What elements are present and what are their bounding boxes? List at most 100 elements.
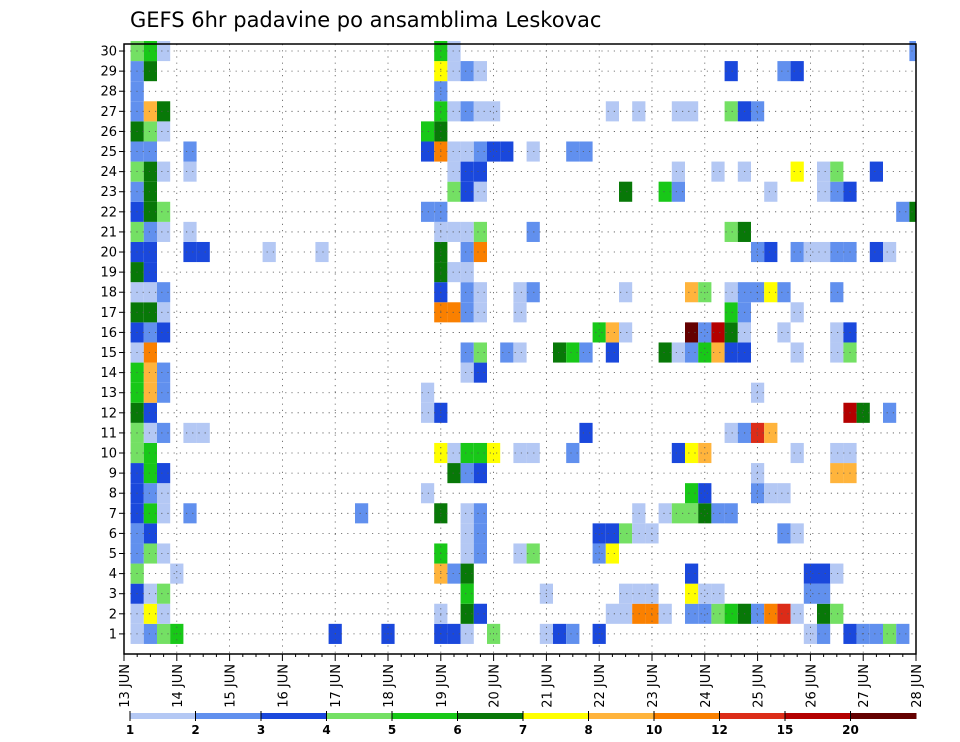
heatmap-cell	[817, 583, 831, 604]
y-tick-label: 13	[100, 386, 117, 401]
heatmap-cell	[698, 483, 712, 504]
y-tick-label: 19	[100, 266, 117, 281]
heatmap-cell	[157, 101, 171, 122]
heatmap-cell	[513, 442, 527, 464]
heatmap-cell	[143, 583, 157, 604]
heatmap-cell	[790, 61, 804, 82]
heatmap-cell	[143, 221, 157, 242]
heatmap-cell	[157, 543, 171, 564]
heatmap-cell	[473, 523, 487, 544]
heatmap-cell	[447, 181, 461, 202]
colorbar-swatch	[523, 713, 589, 719]
heatmap-cell	[157, 121, 171, 142]
heatmap-cell	[143, 121, 157, 142]
heatmap-cell	[724, 61, 738, 82]
heatmap-cell	[157, 362, 171, 383]
heatmap-cells	[130, 40, 916, 644]
heatmap-cell	[777, 61, 791, 82]
heatmap-cell	[671, 101, 685, 122]
heatmap-cell	[143, 161, 157, 182]
heatmap-cell	[698, 603, 712, 624]
heatmap-cell	[447, 262, 461, 283]
colorbar-swatch	[588, 713, 655, 719]
heatmap-cell	[605, 543, 619, 564]
heatmap-cell	[513, 342, 527, 363]
heatmap-cell	[143, 382, 157, 403]
heatmap-cell	[698, 583, 712, 604]
x-tick-label: 22 JUN	[593, 664, 608, 708]
heatmap-cell	[724, 503, 738, 524]
colorbar-label: 4	[322, 723, 330, 737]
y-tick-label: 24	[100, 165, 117, 180]
x-tick-label: 14 JUN	[171, 664, 186, 708]
heatmap-cell	[711, 503, 725, 524]
heatmap-cell	[685, 442, 699, 464]
heatmap-cell	[143, 40, 157, 62]
heatmap-cell	[526, 442, 540, 464]
heatmap-cell	[157, 422, 171, 443]
y-tick-label: 9	[109, 467, 117, 482]
x-tick-label: 18 JUN	[382, 664, 397, 708]
heatmap-cell	[685, 603, 699, 624]
heatmap-cell	[711, 322, 725, 343]
colorbar-swatch	[850, 713, 917, 719]
heatmap-cell	[619, 603, 633, 624]
heatmap-cell	[447, 463, 461, 484]
y-tick-label: 30	[100, 45, 117, 60]
heatmap-cell	[817, 181, 831, 202]
heatmap-cell	[460, 563, 474, 584]
heatmap-cell	[698, 322, 712, 343]
heatmap-cell	[803, 241, 817, 263]
heatmap-cell	[447, 221, 461, 242]
heatmap-cell	[473, 503, 487, 524]
heatmap-cell	[143, 101, 157, 122]
y-tick-label: 10	[100, 447, 117, 462]
y-tick-label: 23	[100, 185, 117, 200]
heatmap-cell	[157, 302, 171, 323]
heatmap-cell	[619, 583, 633, 604]
heatmap-cell	[619, 181, 633, 202]
heatmap-cell	[460, 503, 474, 524]
x-tick-label: 19 JUN	[435, 664, 450, 708]
heatmap-cell	[698, 442, 712, 464]
heatmap-cell	[460, 342, 474, 363]
heatmap-cell	[764, 241, 778, 263]
y-tick-label: 7	[109, 507, 117, 522]
heatmap-cell	[447, 61, 461, 82]
heatmap-cell	[579, 141, 593, 162]
heatmap-cell	[460, 543, 474, 564]
colorbar-swatch	[326, 713, 393, 719]
heatmap-cell	[526, 543, 540, 564]
heatmap-cell	[724, 101, 738, 122]
heatmap-cell	[460, 262, 474, 283]
y-tick-label: 11	[100, 426, 117, 441]
heatmap-cell	[460, 442, 474, 464]
heatmap-cell	[143, 342, 157, 363]
y-tick-label: 20	[100, 246, 117, 261]
heatmap-cell	[421, 402, 435, 423]
y-tick-label: 4	[109, 567, 117, 582]
heatmap-cell	[698, 342, 712, 363]
heatmap-cell	[685, 342, 699, 363]
y-tick-label: 2	[109, 607, 117, 622]
heatmap-cell	[671, 181, 685, 202]
y-tick-label: 28	[100, 85, 117, 100]
y-tick-label: 21	[100, 225, 117, 240]
heatmap-cell	[473, 463, 487, 484]
x-tick-label: 28 JUN	[910, 664, 925, 708]
heatmap-cell	[460, 241, 474, 263]
heatmap-cell	[473, 302, 487, 323]
heatmap-cell	[143, 422, 157, 443]
heatmap-cell	[764, 181, 778, 202]
heatmap-cell	[724, 282, 738, 303]
heatmap-cell	[764, 603, 778, 624]
heatmap-cell	[460, 463, 474, 484]
colorbar-label: 12	[711, 723, 728, 737]
heatmap-cell	[685, 503, 699, 524]
heatmap-cell	[143, 603, 157, 624]
x-tick-label: 26 JUN	[804, 664, 819, 708]
heatmap-cell	[447, 302, 461, 323]
heatmap-cell	[671, 503, 685, 524]
heatmap-cell	[157, 382, 171, 403]
